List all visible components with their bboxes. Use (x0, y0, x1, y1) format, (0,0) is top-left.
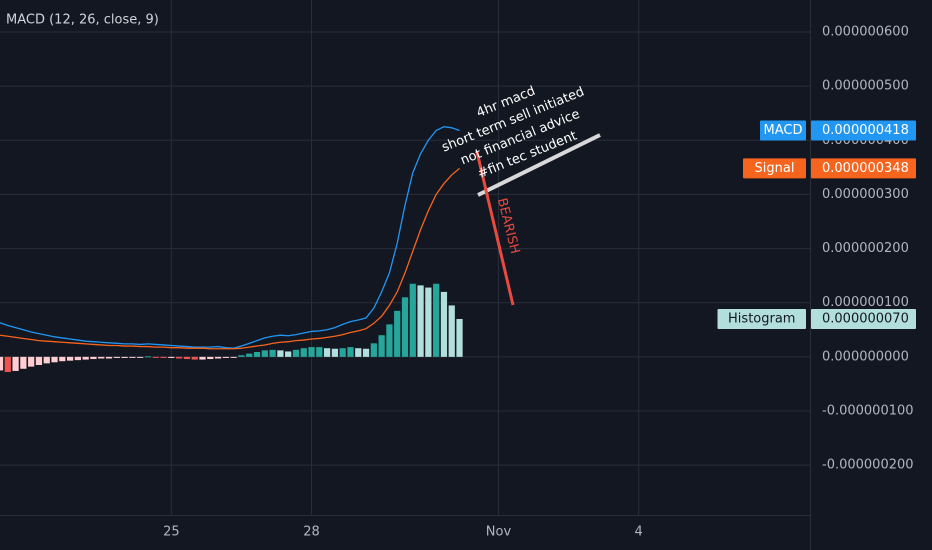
y-tick-label: 0.000000200 (822, 241, 909, 256)
last-value-label: 0.000000418 (822, 123, 909, 138)
histogram-bar (370, 343, 377, 357)
histogram-bar (456, 318, 463, 357)
y-tick-label: 0.000000000 (822, 349, 909, 364)
histogram-bar (230, 356, 237, 358)
histogram-bar (43, 356, 50, 364)
y-tick-label: 0.000000600 (822, 24, 909, 39)
histogram-bar (316, 347, 323, 357)
histogram-bar (269, 349, 276, 357)
histogram-bar (324, 348, 331, 357)
histogram-bar (129, 356, 136, 358)
y-tick-label: 0.000000300 (822, 187, 909, 202)
series-name: Histogram (728, 311, 795, 326)
last-value-tag (811, 158, 916, 179)
series-name: Signal (755, 161, 795, 176)
histogram-bar (4, 356, 11, 373)
histogram-bar (90, 356, 97, 360)
histogram-bar (74, 356, 81, 361)
histogram-bar (394, 310, 401, 357)
histogram-bar (300, 348, 307, 357)
histogram-bar (113, 356, 120, 358)
histogram-bar (121, 356, 128, 358)
histogram-bar (355, 348, 362, 357)
histogram-bar (66, 356, 74, 361)
last-value-label: 0.000000348 (822, 161, 909, 176)
histogram-bar (433, 283, 440, 357)
y-tick-label: 0.000000100 (822, 295, 909, 310)
histogram-bar (168, 356, 175, 358)
histogram-bar (308, 347, 315, 357)
histogram-bar (59, 356, 66, 362)
x-tick-label: 25 (163, 525, 180, 540)
histogram-bar (277, 350, 284, 357)
series-name-tag (743, 158, 806, 179)
histogram-bar (253, 351, 261, 357)
x-tick-label: Nov (486, 525, 512, 540)
drawn-line (477, 133, 601, 197)
histogram-bar (362, 348, 370, 357)
histogram-bar (176, 356, 183, 359)
histogram-bar (285, 351, 292, 357)
histogram-bar (401, 297, 409, 357)
histogram-bar (20, 356, 27, 369)
y-tick-label: -0.000000200 (822, 458, 914, 473)
histogram-bar (347, 347, 354, 357)
histogram-bar (378, 335, 385, 357)
histogram-bar (214, 356, 222, 359)
last-value-tag (811, 308, 916, 329)
histogram-bar (440, 291, 448, 357)
histogram-bar (199, 356, 206, 360)
histogram-bar (246, 353, 253, 357)
histogram-bar (12, 356, 19, 371)
line-series (0, 126, 460, 349)
histogram-bar (292, 349, 300, 357)
histogram-bar (137, 356, 144, 358)
y-tick-label: -0.000000100 (822, 404, 914, 419)
axes: 0.0000006000.0000005000.0000004000.00000… (163, 24, 913, 539)
histogram-bar (339, 348, 346, 357)
x-tick-label: 28 (303, 525, 320, 540)
series-name: MACD (764, 123, 803, 138)
histogram-bar (261, 350, 268, 357)
histogram-bar (51, 356, 58, 363)
plot-area (0, 126, 463, 373)
histogram-bar (105, 356, 113, 359)
last-value-label: 0.000000070 (822, 311, 909, 326)
histogram-bar (160, 356, 167, 358)
histogram-bar (207, 356, 214, 360)
line-series (0, 167, 460, 350)
last-value-tags: MACD 0.000000418 Signal 0.000000348 Histogra… (717, 120, 916, 329)
histogram-bar (417, 285, 424, 357)
histogram-bar (35, 356, 43, 365)
series-name-tag (760, 120, 806, 141)
histogram-bar (238, 355, 245, 357)
histogram-bar (0, 356, 4, 371)
histogram-bar (28, 356, 35, 367)
histogram-bar (191, 356, 198, 360)
histogram-bar (183, 356, 191, 360)
y-tick-label: 0.000000500 (822, 79, 909, 94)
histogram-bar (425, 287, 432, 357)
histogram-bar (409, 283, 416, 357)
histogram-bar (98, 356, 105, 359)
histogram-bar (152, 356, 159, 358)
histogram-bar (82, 356, 89, 360)
histogram-bar (222, 356, 229, 358)
histogram-bar (448, 305, 455, 357)
histogram-bar (386, 324, 393, 357)
histogram-bar (331, 348, 339, 357)
x-tick-label: 4 (635, 525, 643, 540)
drawn-line (475, 151, 515, 306)
indicator-title: MACD (12, 26, close, 9) (6, 13, 159, 28)
series-name-tag (717, 308, 806, 329)
last-value-tag (811, 120, 916, 141)
histogram-bar (144, 356, 152, 358)
